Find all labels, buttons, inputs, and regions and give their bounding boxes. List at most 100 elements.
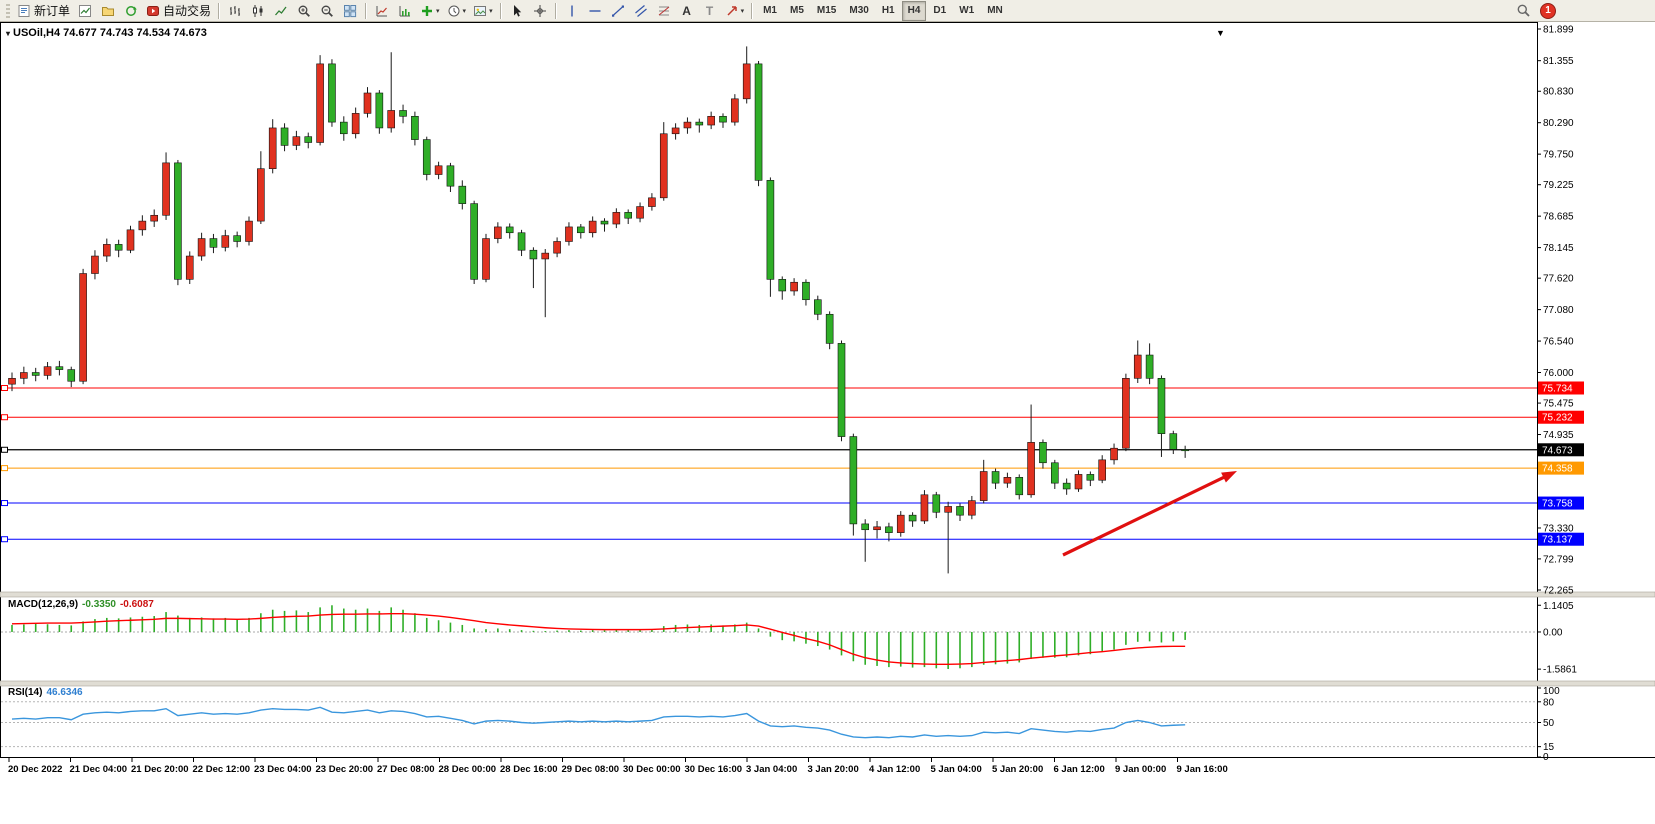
trendline-button[interactable] [607,1,629,21]
rsi-tick-label: 15 [1543,742,1555,753]
refresh-icon [126,5,137,16]
price-tick-label: 77.620 [1543,274,1574,285]
toolbar-grip[interactable] [6,3,10,18]
fibonacci-button[interactable] [653,1,675,21]
timeframe-m5[interactable]: M5 [790,5,804,16]
clock-icon [448,5,460,16]
time-axis-label: 28 Dec 16:00 [500,764,558,775]
symbol-ohlc-text: USOil,H4 74.677 74.743 74.534 74.673 [13,27,207,39]
crosshair-icon [533,4,546,17]
indicators-button[interactable]: ▾ [417,1,443,21]
oneclick-collapse-icon[interactable]: ▾ [6,28,11,38]
line-anchor-handle [1,414,8,421]
vertical-line-button[interactable] [561,1,583,21]
time-axis-label: 27 Dec 08:00 [377,764,435,775]
channel-icon [634,4,647,17]
line-chart-button[interactable] [270,1,292,21]
timeframe-h4[interactable]: H4 [901,0,927,21]
macd-signal-line [11,612,1186,666]
label-tool-button[interactable]: T [699,1,721,21]
timeframe-m15[interactable]: M15 [816,5,837,16]
search-button[interactable] [1512,1,1534,21]
zoom-out-button[interactable] [316,1,338,21]
toolbar-separator [499,2,502,19]
crosshair-button[interactable] [529,1,551,21]
toolbar-separator [218,2,221,19]
time-axis-label: 21 Dec 20:00 [131,764,189,775]
macd-tick-label: -1.5861 [1543,665,1577,676]
chevron-down-icon: ▾ [489,7,493,15]
price-badge [1538,381,1584,395]
time-axis-label: 3 Jan 20:00 [808,764,859,775]
zoom-in-button[interactable] [293,1,315,21]
timeframe-mn[interactable]: MN [987,5,1003,16]
time-axis-label: 20 Dec 2022 [8,764,62,775]
candles-icon [253,4,263,17]
price-badge-label: 73.758 [1542,499,1573,510]
time-axis-label: 28 Dec 00:00 [439,764,497,775]
horizontal-line-button[interactable] [584,1,606,21]
chart-background [0,22,1655,824]
timeframe-m1[interactable]: M1 [763,5,777,16]
toolbar-separator [751,2,754,19]
chart-shift-button[interactable] [371,1,393,21]
profiles-button[interactable] [97,1,119,21]
candles-layer [8,46,1189,574]
text-a-icon: A [682,3,691,18]
new-chart-button[interactable] [74,1,96,21]
timeframe-h1[interactable]: H1 [881,5,895,16]
label-t-icon: T [705,3,714,18]
timeframe-d1[interactable]: D1 [933,5,947,16]
time-axis-label: 22 Dec 12:00 [193,764,251,775]
arrow-shape-icon [727,5,737,16]
time-axis-label: 21 Dec 04:00 [70,764,128,775]
trend-arrow [1062,471,1237,557]
bar-chart-button[interactable] [224,1,246,21]
periods-button[interactable]: ▾ [444,1,470,21]
price-tick-label: 79.750 [1543,150,1574,161]
macd-pane [1,605,1537,669]
templates-button[interactable]: ▾ [470,1,496,21]
vertical-line-icon [570,5,573,16]
price-badge [1538,461,1584,475]
tile-windows-button[interactable] [339,1,361,21]
rsi-line [11,706,1186,739]
chart-canvas[interactable]: 81.899 81.355 80.830 80.290 79.750 79.225 78.6… [0,22,1655,824]
chart-autoscroll-icon [399,5,411,16]
line-chart-icon [275,6,287,15]
rsi-pane [1,701,1537,748]
pane-splitter[interactable] [0,591,1655,598]
order-form-icon [18,4,30,17]
pane-splitter[interactable] [0,680,1655,687]
refresh-button[interactable] [120,1,142,21]
price-badge-label: 75.232 [1542,413,1573,424]
cursor-button[interactable] [506,1,528,21]
price-badge-label: 75.734 [1542,383,1573,394]
line-anchor-handle [1,446,8,453]
chart-autoscroll-button[interactable] [394,1,416,21]
auto-trading-button[interactable]: 自动交易 [143,1,214,21]
macd-pane-label: MACD(12,26,9) -0.3350 -0.6087 [8,599,154,610]
rsi-pane-label: RSI(14) 46.6346 [8,687,83,698]
timeframe-m30[interactable]: M30 [849,5,869,16]
auto-trading-icon [147,5,160,16]
tile-windows-icon [344,4,357,17]
time-axis-label: 29 Dec 08:00 [562,764,620,775]
price-tick-label: 78.145 [1543,243,1574,254]
arrows-tool-button[interactable]: ▾ [722,1,748,21]
new-order-button[interactable]: 新订单 [14,1,73,21]
price-tick-label: 75.475 [1543,399,1574,410]
horizontal-line-icon [589,9,601,12]
price-badge [1538,410,1584,424]
text-tool-button[interactable]: A [676,1,698,21]
auto-trading-label: 自动交易 [163,4,212,18]
price-badge [1538,496,1584,510]
candlestick-chart-button[interactable] [247,1,269,21]
time-axis-label: 30 Dec 00:00 [623,764,681,775]
template-image-icon [474,5,487,16]
indicators-plus-icon [422,5,433,16]
scroll-to-end-marker[interactable]: ▼ [1216,28,1225,38]
notification-badge[interactable]: 1 [1540,2,1556,19]
timeframe-w1[interactable]: W1 [959,5,975,16]
channel-button[interactable] [630,1,652,21]
